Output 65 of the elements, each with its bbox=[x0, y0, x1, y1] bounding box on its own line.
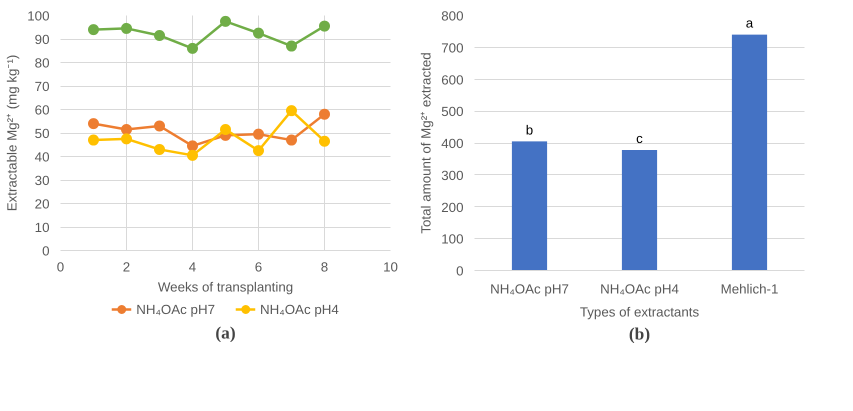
x-axis-title: Types of extractants bbox=[580, 304, 700, 320]
legend-label: NH₄OAc pH7 bbox=[136, 302, 215, 316]
x-tick-label: 0 bbox=[56, 260, 64, 274]
y-tick-label: 200 bbox=[441, 200, 464, 215]
annotation: a bbox=[746, 16, 754, 31]
text: (b) bbox=[628, 324, 650, 344]
y-tick-label: 90 bbox=[34, 32, 50, 47]
point bbox=[88, 118, 99, 130]
point bbox=[187, 150, 198, 161]
y-tick-label: 60 bbox=[34, 102, 50, 118]
y-tick-label: 70 bbox=[34, 79, 50, 94]
y-tick-label: 800 bbox=[441, 8, 464, 24]
y-tick-label: 20 bbox=[34, 196, 50, 212]
point bbox=[121, 133, 132, 144]
y-tick-label: 700 bbox=[441, 40, 464, 56]
annotation: b bbox=[526, 122, 534, 138]
y-tick-label: 40 bbox=[34, 150, 50, 164]
point bbox=[154, 144, 165, 155]
x-tick-label: 6 bbox=[254, 260, 262, 274]
x-tick-label: NH₄OAc pH7 bbox=[490, 282, 569, 296]
y-tick-label: 400 bbox=[441, 136, 464, 151]
bar bbox=[512, 141, 548, 270]
y-tick-label: 100 bbox=[441, 232, 464, 247]
legend-label: NH₄OAc pH4 bbox=[260, 302, 339, 316]
point bbox=[253, 128, 264, 140]
x-tick-label: 10 bbox=[383, 260, 398, 274]
x-tick-label: NH₄OAc pH4 bbox=[600, 282, 680, 296]
point bbox=[121, 22, 132, 34]
point bbox=[187, 140, 198, 152]
x-axis-title: Weeks of transplanting bbox=[158, 280, 294, 294]
y-axis-title: Extractable Mg²⁺ (mg kg⁻¹) bbox=[4, 54, 20, 212]
y-tick-label: 10 bbox=[34, 220, 50, 235]
x-tick-label: 4 bbox=[188, 260, 197, 274]
y-tick-label: 80 bbox=[34, 56, 50, 70]
x-tick-label: Mehlich-1 bbox=[720, 282, 778, 296]
y-tick-label: 600 bbox=[441, 72, 464, 88]
y-tick-label: 50 bbox=[34, 126, 50, 141]
point bbox=[286, 40, 297, 52]
x-tick-label: 8 bbox=[320, 260, 328, 274]
x-tick-label: 2 bbox=[122, 260, 130, 274]
point bbox=[319, 108, 330, 120]
point bbox=[220, 16, 231, 27]
point bbox=[187, 42, 198, 54]
point bbox=[121, 124, 132, 135]
bar bbox=[732, 34, 768, 270]
point bbox=[286, 105, 297, 116]
point bbox=[154, 30, 165, 41]
y-tick-label: 0 bbox=[42, 244, 50, 258]
text: (a) bbox=[215, 324, 236, 342]
y-tick-label: 300 bbox=[441, 168, 464, 183]
annotation: c bbox=[636, 131, 644, 146]
y-axis-title: Total amount of Mg²⁺ extracted bbox=[418, 52, 434, 234]
point bbox=[88, 134, 99, 146]
y-tick-label: 500 bbox=[441, 104, 464, 120]
point bbox=[286, 134, 297, 146]
y-tick-label: 100 bbox=[27, 8, 50, 24]
point bbox=[253, 28, 264, 39]
y-tick-label: 30 bbox=[34, 173, 50, 188]
bar bbox=[622, 150, 658, 270]
point bbox=[220, 124, 231, 135]
point bbox=[319, 136, 330, 147]
point bbox=[88, 24, 99, 36]
point bbox=[319, 20, 330, 32]
point bbox=[253, 145, 264, 156]
point bbox=[154, 120, 165, 132]
